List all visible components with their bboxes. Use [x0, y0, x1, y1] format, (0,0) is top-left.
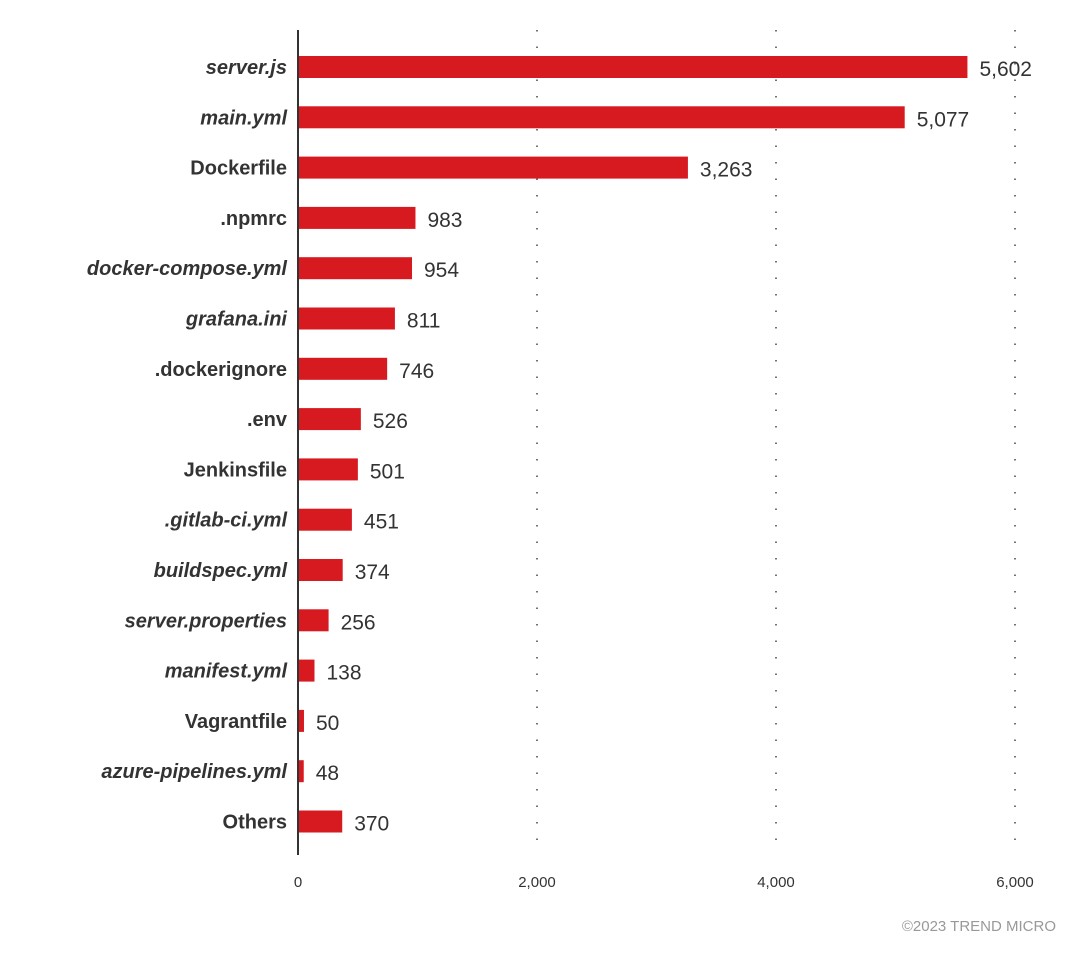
bar [298, 156, 688, 179]
value-label: 501 [370, 460, 405, 483]
bar [298, 106, 905, 129]
value-label: 50 [316, 712, 339, 735]
category-label: Others [223, 812, 287, 834]
value-label: 526 [373, 410, 408, 433]
bar [298, 307, 395, 330]
value-label: 811 [407, 310, 440, 333]
bar [298, 609, 329, 632]
value-label: 138 [326, 662, 361, 685]
bar [298, 357, 388, 380]
x-tick-label: 6,000 [996, 874, 1034, 891]
value-label: 5,077 [917, 108, 970, 131]
value-label: 370 [354, 813, 389, 836]
category-label: server.properties [125, 610, 287, 632]
bar [298, 810, 343, 833]
value-label: 48 [316, 762, 339, 785]
value-label: 954 [424, 259, 459, 282]
category-label: azure-pipelines.yml [101, 761, 287, 783]
bar [298, 56, 968, 78]
bar [298, 760, 304, 783]
bar [298, 559, 343, 581]
category-label: .env [247, 409, 288, 431]
value-label: 5,602 [979, 58, 1032, 81]
category-label: Vagrantfile [185, 711, 287, 733]
value-label: 256 [341, 611, 376, 634]
category-label: .gitlab-ci.yml [165, 510, 288, 532]
category-label: .dockerignore [155, 359, 287, 381]
bar [298, 257, 413, 280]
value-label: 3,263 [700, 159, 753, 182]
category-label: Dockerfile [190, 158, 287, 180]
category-label: server.js [206, 57, 287, 79]
value-label: 746 [399, 360, 434, 383]
category-label: buildspec.yml [154, 560, 288, 582]
value-label: 374 [355, 561, 390, 584]
bar [298, 709, 304, 732]
bar [298, 458, 358, 481]
x-tick-label: 0 [294, 874, 302, 891]
value-label: 451 [364, 511, 399, 534]
bar [298, 206, 416, 229]
category-label: main.yml [200, 107, 287, 129]
copyright-credit: ©2023 TREND MICRO [901, 918, 1056, 935]
bar [298, 408, 361, 431]
category-label: docker-compose.yml [87, 258, 288, 280]
category-label: manifest.yml [165, 661, 288, 683]
bar [298, 659, 315, 682]
category-label: .npmrc [220, 208, 287, 230]
category-label: Jenkinsfile [184, 459, 287, 481]
bar [298, 508, 352, 531]
x-tick-label: 4,000 [757, 874, 795, 891]
value-label: 983 [427, 209, 462, 232]
category-label: grafana.ini [185, 309, 288, 331]
x-tick-label: 2,000 [518, 874, 556, 891]
